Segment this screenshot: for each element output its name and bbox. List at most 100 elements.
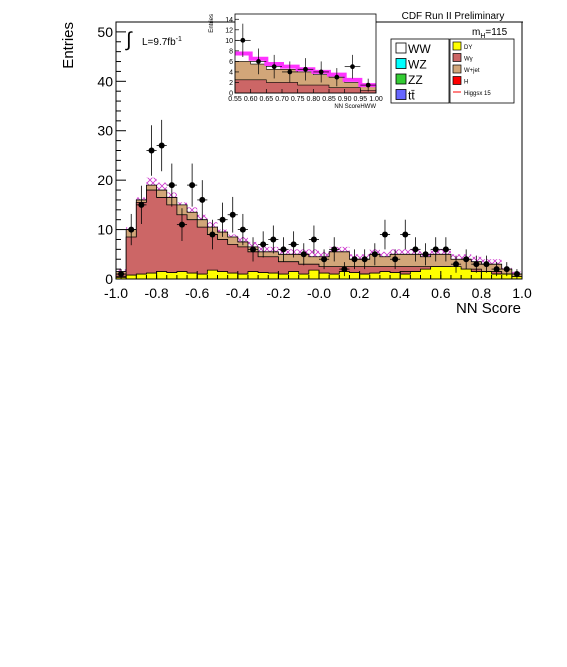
legend-swatch-r0 (452, 41, 462, 51)
data-point (250, 246, 257, 253)
x-tick-label: 0.8 (472, 285, 492, 301)
data-point (493, 266, 500, 273)
inset-x-tick-label: 0.90 (338, 96, 352, 103)
data-point (270, 236, 277, 243)
inset-x-tick-label: 0.75 (291, 96, 305, 103)
legend-swatch-3 (395, 89, 407, 100)
data-point (158, 142, 165, 149)
inset-data-point (318, 69, 324, 75)
data-point (402, 231, 409, 238)
signal-band-bin (339, 246, 350, 252)
inset-data-point (350, 64, 355, 70)
data-point (371, 251, 378, 258)
legend-box-left (390, 38, 450, 104)
luminosity-label: L=9.7fb-1 (142, 36, 182, 48)
y-tick-label: 30 (97, 123, 113, 139)
inset-data-point (271, 64, 277, 70)
inset-data-point (303, 66, 308, 72)
legend-swatch-0 (395, 42, 407, 54)
inset-x-tick-label: 0.70 (275, 96, 289, 103)
legend-swatch-r1 (452, 53, 462, 62)
inset-y-tick-label: 2 (229, 80, 233, 87)
legend-label: W+jet (464, 68, 480, 74)
y-tick-label: 40 (97, 73, 113, 89)
integral-symbol: ∫ (125, 29, 133, 51)
inset-x-tick-label: 0.80 (307, 96, 321, 103)
x-tick-label: -1.0 (104, 285, 128, 301)
inset-data-point (287, 69, 293, 75)
signal-band-bin (379, 251, 391, 257)
y-axis-label: Entries (60, 22, 77, 69)
inset-y-tick-label: 10 (225, 38, 233, 45)
data-point (513, 271, 520, 278)
y-tick-label: 50 (97, 24, 113, 40)
x-axis-label: NN Score (456, 300, 521, 317)
inset-y-tick-label: 8 (229, 48, 233, 55)
legend-label: H (464, 80, 468, 86)
legend-swatch-r3 (452, 76, 462, 85)
x-tick-label: 0.6 (431, 285, 451, 301)
legend-swatch-1 (395, 58, 407, 69)
signal-band-bin (400, 249, 411, 255)
inset-y-tick-label: 0 (229, 91, 233, 98)
inset-y-axis-label: Entries (209, 14, 215, 33)
data-point (310, 236, 317, 243)
inset-data-point (240, 37, 246, 43)
data-point (331, 246, 338, 253)
data-point (392, 256, 399, 263)
legend-label: DY (464, 45, 472, 51)
data-point (189, 182, 196, 189)
inset-x-tick-label: 1.00 (369, 96, 383, 103)
data-point (138, 201, 145, 208)
data-point (483, 261, 490, 268)
y-tick-label: 20 (97, 172, 113, 188)
inset-y-tick-label: 14 (225, 17, 233, 24)
data-point (128, 226, 135, 233)
mass-label: mH=115 (472, 27, 508, 40)
data-point (422, 251, 429, 258)
data-point (473, 261, 480, 268)
legend-swatch-r2 (452, 64, 462, 74)
inset-data-point (256, 59, 261, 64)
inset-x-axis-label: NN ScoreHWW (334, 104, 376, 110)
experiment-label: CDF Run II Preliminary (402, 11, 505, 22)
inset-x-tick-label: 0.95 (354, 96, 368, 103)
x-tick-label: 0.2 (350, 285, 370, 301)
signal-band-bin (227, 234, 238, 237)
inset-data-point (365, 82, 371, 88)
data-point (148, 147, 155, 154)
y-tick-label: 0 (105, 271, 113, 287)
inset-y-tick-label: 6 (229, 59, 233, 66)
data-point (432, 246, 439, 253)
data-point (260, 241, 267, 248)
data-point (290, 241, 297, 248)
x-tick-label: -0.0 (307, 285, 331, 301)
signal-band-bin (146, 177, 157, 186)
x-tick-label: -0.4 (226, 285, 250, 301)
data-point (381, 231, 388, 238)
data-point (199, 196, 206, 203)
signal-band-bin (491, 259, 502, 265)
x-tick-label: -0.6 (185, 285, 209, 301)
data-point (168, 182, 175, 189)
data-point (351, 256, 358, 263)
data-point (118, 271, 125, 278)
legend-label: Higgsx 15 (464, 91, 491, 97)
signal-band-bin (156, 182, 167, 191)
signal-band-bin (176, 202, 188, 205)
signal-band-bin (187, 207, 198, 213)
data-point (239, 226, 246, 233)
data-point (219, 216, 226, 223)
x-tick-label: -0.2 (266, 285, 290, 301)
inset-x-tick-label: 0.65 (260, 96, 274, 103)
x-tick-label: 1.0 (512, 285, 532, 301)
inset-y-tick-label: 12 (225, 27, 233, 34)
legend-label: tt̄ (408, 89, 415, 103)
legend-label: WW (408, 42, 431, 56)
data-point (341, 266, 348, 273)
data-point (229, 211, 236, 218)
data-point (412, 246, 419, 253)
